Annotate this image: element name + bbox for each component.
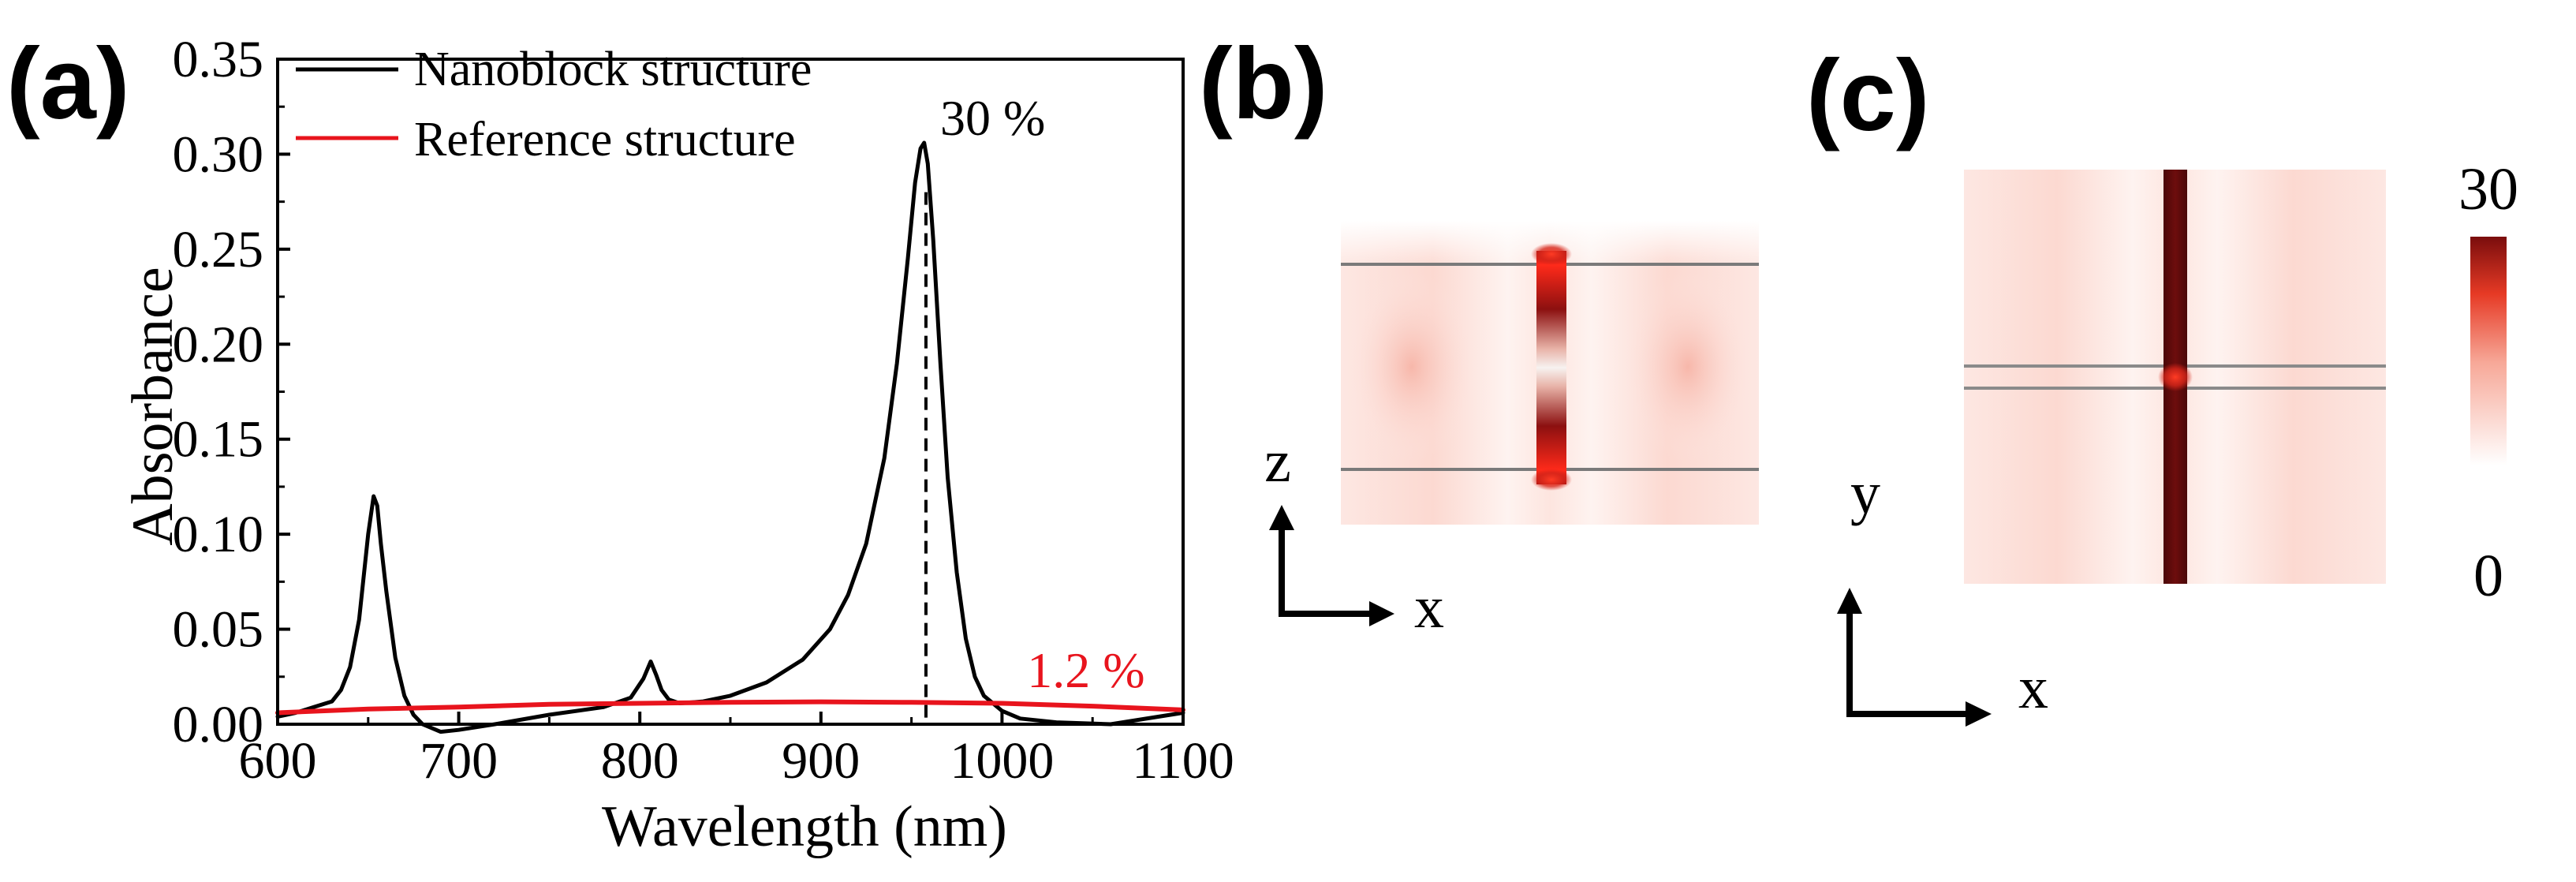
field-map-b-nanoblock	[1536, 251, 1566, 484]
field-map-b	[1341, 221, 1759, 525]
coord-c-horizontal-label: x	[2018, 655, 2048, 721]
coord-b-up-arrowhead	[1269, 505, 1294, 530]
reference-annotation: 1.2 %	[1027, 642, 1144, 698]
colorbar-max-label: 30	[2458, 156, 2518, 222]
x-axis-ticks: 600 700 800 900 1000 1100	[239, 712, 1234, 790]
legend: Nanoblock structure Reference structure	[296, 43, 812, 166]
coord-b-right-arrowhead	[1369, 601, 1394, 626]
field-map-b-lobe-right	[1625, 272, 1751, 462]
y-tick-label: 0.00	[173, 696, 264, 753]
panel-a: (a) Wavelength (nm) Absorbance 0.000.050…	[6, 28, 1234, 859]
y-tick-label: 0.10	[173, 506, 264, 563]
coord-b-vertical-label: z	[1264, 428, 1291, 495]
field-map-b-hotspot-bottom	[1531, 469, 1572, 491]
colorbar: 30 0	[2458, 156, 2518, 609]
panel-a-label: (a)	[6, 28, 129, 140]
y-axis-title: Absorbance	[121, 267, 185, 545]
plot-frame	[276, 58, 1185, 726]
coord-b-horizontal-label: x	[1414, 574, 1444, 641]
y-tick-label: 0.25	[173, 221, 264, 278]
coord-c-vertical-label: y	[1850, 460, 1880, 526]
y-tick-label: 0.15	[173, 411, 264, 469]
x-tick-label: 600	[239, 732, 317, 790]
legend-label-nanoblock: Nanoblock structure	[414, 43, 812, 96]
coord-axes-b: z x	[1264, 428, 1444, 641]
panel-b: (b) z x	[1199, 28, 1759, 641]
x-tick-label: 1100	[1132, 732, 1234, 790]
series-layer	[275, 140, 1185, 734]
panel-c: (c) y x 30 0	[1806, 39, 2518, 727]
x-axis-title: Wavelength (nm)	[602, 794, 1007, 859]
x-tick-label: 900	[782, 732, 860, 790]
field-map-b-hotspot-top	[1531, 243, 1572, 265]
x-tick-label: 700	[420, 732, 498, 790]
panel-c-label: (c)	[1806, 39, 1929, 152]
field-map-c-hotspot	[2158, 363, 2193, 391]
coord-c-right-arrowhead	[1966, 701, 1992, 727]
y-tick-label: 0.35	[173, 31, 264, 88]
coord-c-up-arrowhead	[1837, 588, 1862, 614]
x-tick-label: 800	[601, 732, 679, 790]
peak-annotation: 30 %	[940, 90, 1045, 146]
y-axis-ticks: 0.00 0.05 0.10 0.15 0.20 0.25 0.30 0.35	[173, 31, 290, 753]
y-tick-label: 0.30	[173, 125, 264, 183]
legend-label-reference: Reference structure	[414, 113, 796, 166]
series-line-reference	[275, 699, 1185, 716]
y-tick-label: 0.05	[173, 601, 264, 659]
colorbar-min-label: 0	[2473, 543, 2503, 609]
panel-b-label: (b)	[1199, 28, 1327, 140]
coord-axes-c: y x	[1837, 460, 2048, 727]
y-tick-label: 0.20	[173, 316, 264, 373]
field-map-c	[1964, 170, 2386, 584]
field-map-b-lobe-left	[1349, 272, 1475, 462]
colorbar-gradient-bar	[2470, 237, 2507, 465]
x-tick-label: 1000	[950, 732, 1054, 790]
